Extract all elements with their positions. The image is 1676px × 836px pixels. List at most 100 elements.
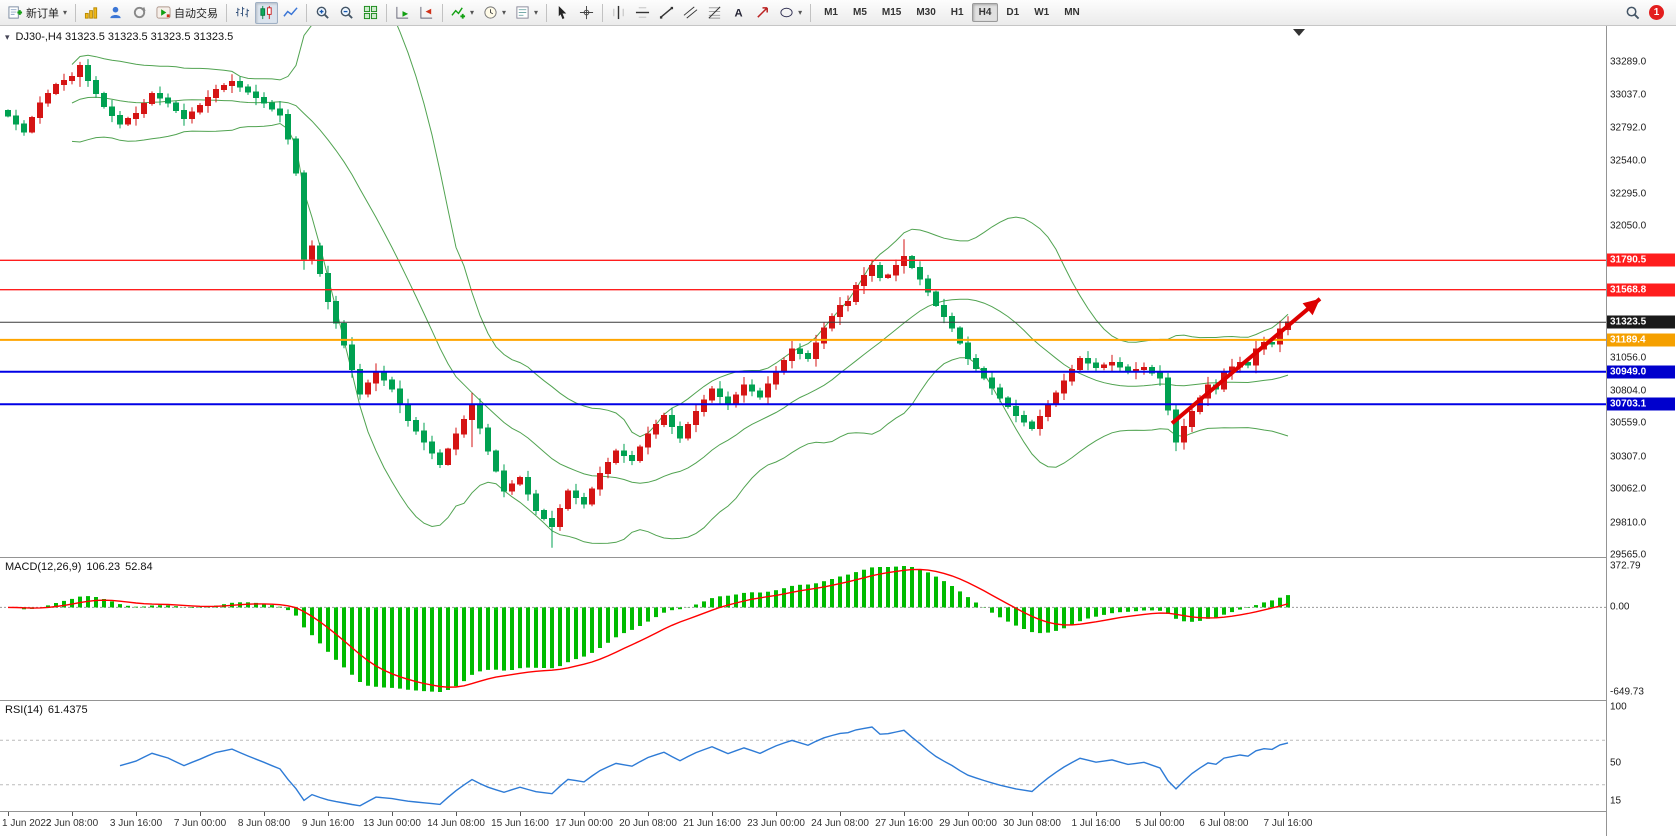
toolbar-separator — [226, 3, 228, 22]
zoom-out-button[interactable] — [335, 2, 358, 24]
price-axis-label: 32295.0 — [1610, 188, 1647, 199]
price-line-badge: 31189.4 — [1607, 333, 1675, 347]
price-axis-label: 32050.0 — [1610, 220, 1647, 232]
time-axis-label: 1 Jun 2022 — [2, 818, 52, 829]
time-tick — [136, 812, 137, 816]
chevron-down-icon: ▾ — [470, 8, 475, 17]
zoom-in-button[interactable] — [311, 2, 334, 24]
time-tick — [8, 812, 9, 816]
time-tick — [72, 812, 73, 816]
profiles-button[interactable] — [104, 2, 127, 24]
macd-main-value: 106.23 — [86, 561, 121, 573]
rsi-name: RSI(14) — [5, 704, 43, 716]
time-axis-label: 29 Jun 00:00 — [939, 818, 997, 829]
time-axis-label: 17 Jun 00:00 — [555, 818, 613, 829]
price-axis-label: 29565.0 — [1610, 549, 1647, 561]
macd-signal-value: 52.84 — [125, 561, 153, 573]
chart-title: ▾ DJ30-,H4 31323.5 31323.5 31323.5 31323… — [5, 31, 233, 43]
chart-shift-marker[interactable] — [1293, 29, 1305, 36]
channel-button[interactable] — [679, 2, 702, 24]
price-axis-label: 31056.0 — [1610, 352, 1647, 364]
time-axis-label: 1 Jul 16:00 — [1071, 818, 1121, 829]
timeframe-m1[interactable]: M1 — [824, 7, 838, 18]
shift-icon — [419, 5, 434, 20]
macd-signal-line — [7, 568, 1289, 688]
autotrading-button[interactable]: 自动交易 — [152, 2, 222, 24]
time-tick — [1032, 812, 1033, 816]
rsi-panel-plot[interactable] — [0, 701, 1606, 811]
fibo-icon — [707, 5, 722, 20]
indicators-button[interactable]: ▾ — [447, 2, 478, 24]
line-chart-button[interactable] — [279, 2, 302, 24]
horizontal-price-lines[interactable] — [0, 259, 1606, 406]
shapes-button[interactable]: ▾ — [775, 2, 806, 24]
horizontal-line-button[interactable] — [631, 2, 654, 24]
time-tick — [520, 812, 521, 816]
one-click-trading-toggle[interactable]: ▾ — [5, 31, 10, 42]
price-chart-plot[interactable] — [0, 26, 1606, 557]
toolbar-separator — [546, 3, 548, 22]
search-button[interactable] — [1621, 2, 1644, 24]
templates-button[interactable]: ▾ — [511, 2, 542, 24]
time-axis[interactable]: 1 Jun 2022 2 Jun 08:00 3 Jun 16:00 7 Jun 00… — [0, 812, 1606, 836]
timeframe-h1[interactable]: H1 — [950, 7, 964, 18]
timeframe-m30[interactable]: M30 — [916, 7, 936, 18]
autotrading-button-label: 自动交易 — [174, 7, 219, 20]
trend-arrow[interactable] — [1170, 297, 1322, 425]
timeframe-m15[interactable]: M15 — [881, 7, 902, 18]
timeframe-h4[interactable]: H4 — [971, 3, 999, 22]
axis-separator — [1606, 26, 1607, 836]
macd-name: MACD(12,26,9) — [5, 561, 82, 573]
chevron-down-icon: ▾ — [502, 8, 507, 17]
crosshair-button[interactable] — [575, 2, 598, 24]
svg-text:A: A — [735, 7, 743, 19]
refresh-button[interactable] — [128, 2, 151, 24]
new-order-button[interactable]: 新订单 ▾ — [4, 2, 71, 24]
price-line-badge: 31790.5 — [1607, 253, 1675, 267]
text-button[interactable]: A — [727, 2, 750, 24]
periods-button[interactable]: ▾ — [479, 2, 510, 24]
time-axis-label: 7 Jun 00:00 — [173, 818, 227, 829]
time-axis-label: 7 Jul 16:00 — [1263, 818, 1313, 829]
chart-shift-button[interactable] — [415, 2, 438, 24]
time-tick — [904, 812, 905, 816]
time-axis-label: 24 Jun 08:00 — [811, 818, 869, 829]
new-chart-button[interactable] — [80, 2, 103, 24]
new-order-button-label: 新订单 — [26, 7, 59, 20]
timeframe-w1[interactable]: W1 — [1034, 7, 1050, 18]
bar-chart-button[interactable] — [231, 2, 254, 24]
price-line-badge: 31568.8 — [1607, 283, 1675, 297]
panel-separator[interactable] — [0, 700, 1676, 701]
arrows-icon — [755, 5, 770, 20]
price-axis[interactable]: 33289.0 33037.0 32792.0 32540.0 32295.0 32050… — [1607, 26, 1676, 836]
trendline-button[interactable] — [655, 2, 678, 24]
toolbar-separator — [306, 3, 308, 22]
rsi-axis-label: 100 — [1610, 701, 1627, 713]
macd-panel-plot[interactable] — [0, 558, 1606, 700]
fibonacci-button[interactable] — [703, 2, 726, 24]
rsi-line — [119, 726, 1289, 807]
arrows-button[interactable] — [751, 2, 774, 24]
panel-separator[interactable] — [0, 557, 1676, 558]
time-axis-label: 13 Jun 00:00 — [363, 818, 421, 829]
toolbar-separator — [75, 3, 77, 22]
notification-badge[interactable]: 1 — [1649, 5, 1664, 20]
time-tick — [264, 812, 265, 816]
timeframe-d1[interactable]: D1 — [1006, 7, 1020, 18]
tile-windows-button[interactable] — [359, 2, 382, 24]
candlestick-chart-button[interactable] — [255, 1, 279, 24]
price-axis-label: 30559.0 — [1610, 417, 1647, 429]
time-tick — [328, 812, 329, 816]
auto-scroll-button[interactable] — [391, 2, 414, 24]
timeframe-toolbar: M1 M5 M15 M30 H1 H4 D1 W1 MN — [817, 3, 1087, 22]
timeframe-m5[interactable]: M5 — [852, 7, 867, 18]
price-axis-label: 32792.0 — [1610, 122, 1647, 134]
hline-icon — [635, 5, 650, 20]
cursor-button[interactable] — [551, 2, 574, 24]
time-axis-label: 21 Jun 16:00 — [683, 818, 741, 829]
vertical-line-button[interactable] — [607, 2, 630, 24]
linechart-icon — [283, 5, 298, 20]
neworder-icon — [8, 5, 23, 20]
timeframe-mn[interactable]: MN — [1064, 7, 1080, 18]
time-axis-label: 5 Jul 00:00 — [1135, 818, 1185, 829]
